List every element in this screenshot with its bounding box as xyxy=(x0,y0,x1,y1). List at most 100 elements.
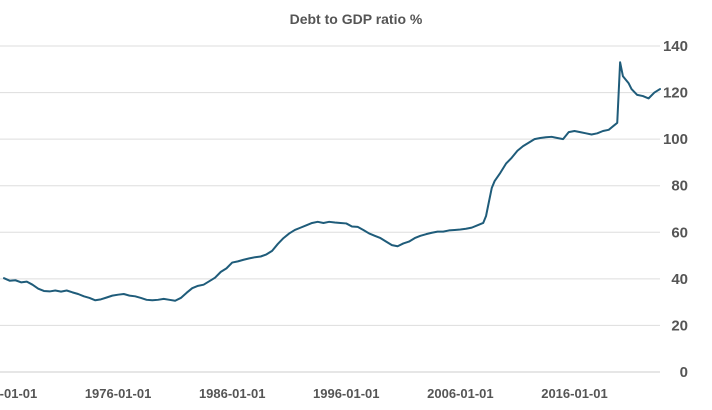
x-tick-label-1966: 1966-01-01 xyxy=(0,386,37,401)
data-point xyxy=(83,295,85,297)
data-point xyxy=(491,187,493,189)
data-point xyxy=(351,225,353,227)
data-point xyxy=(105,296,107,298)
data-point xyxy=(528,141,530,143)
series-line-0 xyxy=(3,61,661,302)
x-tick-label-2016: 2016-01-01 xyxy=(541,386,608,401)
data-point xyxy=(54,289,56,291)
x-axis-tick-labels: 1966-01-01 1976-01-01 1986-01-01 1996-01-01… xyxy=(0,386,608,401)
data-point xyxy=(510,157,512,159)
data-point xyxy=(43,290,45,292)
data-point xyxy=(225,267,227,269)
data-point xyxy=(590,133,592,135)
data-point xyxy=(414,237,416,239)
data-point xyxy=(197,285,199,287)
data-point xyxy=(630,88,632,90)
data-point xyxy=(339,222,341,224)
data-point xyxy=(368,232,370,234)
data-point xyxy=(163,298,165,300)
data-point xyxy=(391,244,393,246)
data-point xyxy=(48,290,50,292)
data-point xyxy=(659,88,661,90)
data-point xyxy=(157,299,159,301)
data-point xyxy=(299,226,301,228)
data-point xyxy=(202,283,204,285)
data-point xyxy=(436,230,438,232)
data-point xyxy=(539,137,541,139)
data-point xyxy=(459,228,461,230)
data-point xyxy=(128,294,130,296)
data-point xyxy=(185,292,187,294)
data-point xyxy=(317,221,319,223)
data-point xyxy=(88,297,90,299)
data-point xyxy=(374,235,376,237)
data-point xyxy=(408,240,410,242)
data-point xyxy=(322,222,324,224)
data-point xyxy=(431,232,433,234)
data-point xyxy=(425,233,427,235)
data-point xyxy=(653,91,655,93)
data-point xyxy=(334,221,336,223)
data-point xyxy=(516,150,518,152)
data-point xyxy=(65,289,67,291)
data-point xyxy=(180,297,182,299)
data-point xyxy=(556,137,558,139)
data-point xyxy=(616,122,618,124)
series-layer xyxy=(3,61,661,302)
y-tick-label-120: 120 xyxy=(663,85,688,102)
data-point xyxy=(396,245,398,247)
data-point xyxy=(282,237,284,239)
data-point xyxy=(608,129,610,131)
data-point xyxy=(550,136,552,138)
data-point xyxy=(100,298,102,300)
data-point xyxy=(465,228,467,230)
data-point xyxy=(471,226,473,228)
data-point xyxy=(642,95,644,97)
data-point xyxy=(613,124,615,126)
data-point xyxy=(622,75,624,77)
x-tick-label-1996: 1996-01-01 xyxy=(313,386,380,401)
data-point xyxy=(242,259,244,261)
data-point xyxy=(602,130,604,132)
x-tick-label-1976: 1976-01-01 xyxy=(85,386,152,401)
y-tick-label-60: 60 xyxy=(671,224,688,241)
data-point xyxy=(8,280,10,282)
data-point xyxy=(562,138,564,140)
data-point xyxy=(311,222,313,224)
data-point xyxy=(568,131,570,133)
data-point xyxy=(636,94,638,96)
data-point xyxy=(619,61,621,63)
data-point xyxy=(647,97,649,99)
data-point xyxy=(533,138,535,140)
data-point xyxy=(26,280,28,282)
data-point xyxy=(117,293,119,295)
data-point xyxy=(493,180,495,182)
data-point xyxy=(60,290,62,292)
data-point xyxy=(379,237,381,239)
data-point xyxy=(231,261,233,263)
data-point xyxy=(248,257,250,259)
data-point xyxy=(362,229,364,231)
data-point xyxy=(134,295,136,297)
data-point xyxy=(328,221,330,223)
y-tick-label-80: 80 xyxy=(671,178,688,195)
data-point xyxy=(220,271,222,273)
data-point xyxy=(442,230,444,232)
data-point xyxy=(259,255,261,257)
data-point xyxy=(208,280,210,282)
data-point xyxy=(77,293,79,295)
data-point xyxy=(288,232,290,234)
data-point xyxy=(254,256,256,258)
data-point xyxy=(625,79,627,81)
y-tick-label-0: 0 xyxy=(680,364,688,381)
y-axis-tick-labels: 0 20 40 60 80 100 120 140 xyxy=(663,38,688,381)
data-point xyxy=(271,250,273,252)
y-tick-label-40: 40 xyxy=(671,271,688,288)
gridlines xyxy=(0,45,660,373)
data-point xyxy=(265,253,267,255)
x-tick-label-2006: 2006-01-01 xyxy=(427,386,494,401)
data-point xyxy=(31,283,33,285)
data-point xyxy=(168,299,170,301)
